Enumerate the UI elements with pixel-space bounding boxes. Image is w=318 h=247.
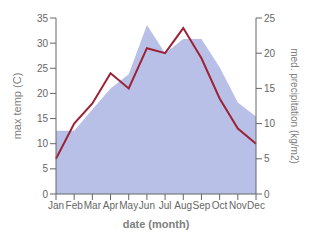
svg-text:Aug: Aug [174,200,192,211]
svg-text:5: 5 [264,153,270,164]
svg-text:Feb: Feb [66,200,84,211]
svg-text:Apr: Apr [103,200,119,211]
svg-text:20: 20 [37,88,49,99]
svg-text:Sep: Sep [193,200,211,211]
svg-text:Jan: Jan [48,200,64,211]
svg-text:25: 25 [264,13,276,24]
svg-text:Jul: Jul [159,200,172,211]
svg-text:0: 0 [42,189,48,200]
svg-text:0: 0 [264,189,270,200]
svg-text:25: 25 [37,63,49,74]
svg-text:max temp (C): max temp (C) [11,73,23,140]
svg-text:Nov: Nov [229,200,247,211]
svg-text:20: 20 [264,48,276,59]
svg-text:10: 10 [37,138,49,149]
svg-text:5: 5 [42,163,48,174]
svg-text:15: 15 [37,113,49,124]
svg-text:Mar: Mar [84,200,102,211]
svg-text:30: 30 [37,38,49,49]
svg-text:med. precipitation (kg/m2): med. precipitation (kg/m2) [289,48,300,164]
svg-text:Dec: Dec [247,200,265,211]
svg-text:date (month): date (month) [123,218,190,230]
svg-text:10: 10 [264,118,276,129]
svg-text:15: 15 [264,83,276,94]
svg-text:Jun: Jun [139,200,155,211]
svg-text:35: 35 [37,13,49,24]
svg-text:Oct: Oct [212,200,228,211]
svg-text:May: May [119,200,138,211]
